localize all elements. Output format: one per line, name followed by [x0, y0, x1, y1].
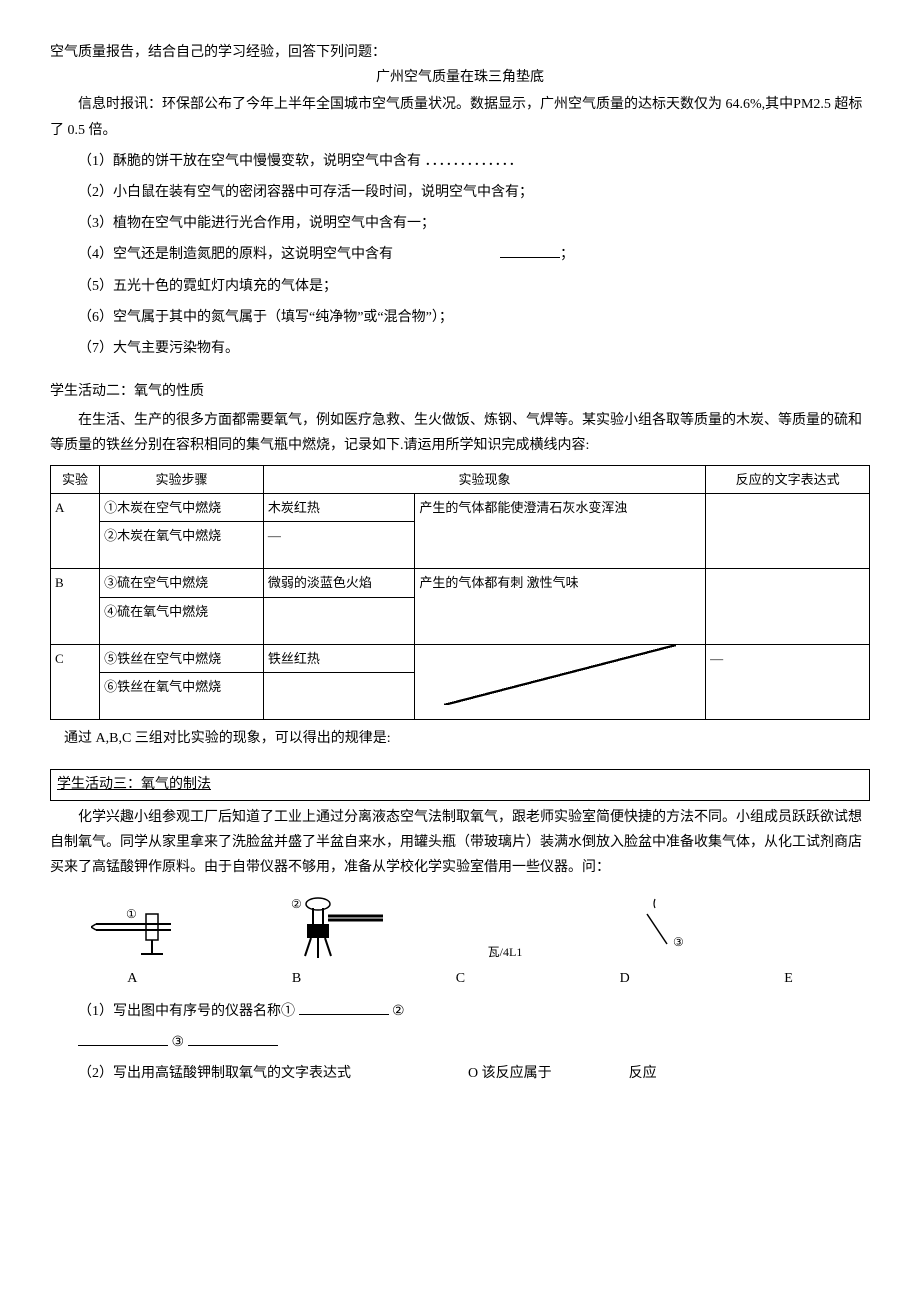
cell-c-obs6a [263, 673, 414, 720]
q-a1-pre: （1）写出图中有序号的仪器名称① [78, 1004, 295, 1019]
apparatus-d-icon: ③ [617, 894, 697, 964]
activity2-intro: 在生活、生产的很多方面都需要氧气，例如医疗急救、生火做饭、炼钢、气焊等。某实验小… [50, 408, 870, 458]
caption-c: 瓦/4L1 [475, 942, 535, 964]
cell-c-expr: — [706, 644, 870, 719]
cell-c-step5: ⑤铁丝在空气中燃烧 [100, 644, 264, 672]
cell-c-diag [415, 644, 706, 719]
question-3: （3）植物在空气中能进行光合作用，说明空气中含有一； [50, 211, 870, 236]
activity3-title: 学生活动三：氧气的制法 [57, 777, 211, 792]
question-4: （4）空气还是制造氮肥的原料，这说明空气中含有 ； [50, 242, 870, 267]
num2-label: ② [291, 897, 302, 911]
q4-blank [500, 243, 560, 258]
cell-c-step6: ⑥铁丝在氧气中燃烧 [100, 673, 264, 720]
question-7: （7）大气主要污染物有。 [50, 336, 870, 361]
cell-a-step1: ①木炭在空气中燃烧 [100, 494, 264, 522]
q-a1-mid: ② [392, 1004, 405, 1019]
apparatus-d: ③ [617, 894, 697, 964]
apparatus-row: ① ② 瓦/4L1 ③ [50, 892, 870, 964]
cell-b-obs3b: 产生的气体都有刺 激性气味 [415, 569, 706, 644]
cell-a-expr [706, 494, 870, 569]
question-2: （2）小白鼠在装有空气的密闭容器中可存活一段时间，说明空气中含有； [50, 180, 870, 205]
blank-3 [188, 1031, 278, 1046]
table-row: C ⑤铁丝在空气中燃烧 铁丝红热 — [51, 644, 870, 672]
conclusion-prompt: 通过 A,B,C 三组对比实验的现象，可以得出的规律是: [64, 726, 870, 751]
question-5: （5）五光十色的霓虹灯内填充的气体是； [50, 274, 870, 299]
label-b: B [292, 966, 301, 991]
activity3-box: 学生活动三：氧气的制法 [50, 769, 870, 800]
apparatus-a: ① [91, 904, 201, 964]
cell-a-step2: ②木炭在氧气中燃烧 [100, 522, 264, 569]
cell-c-label: C [51, 644, 100, 719]
apparatus-q1: （1）写出图中有序号的仪器名称① ② [50, 999, 870, 1024]
label-a: A [127, 966, 137, 991]
label-d: D [620, 966, 630, 991]
activity3-intro: 化学兴趣小组参观工厂后知道了工业上通过分离液态空气法制取氧气，跟老师实验室简便快… [50, 805, 870, 881]
apparatus-labels: A B C D E [50, 966, 870, 991]
activity2-title: 学生活动二：氧气的性质 [50, 379, 870, 404]
q-a2-pre: （2）写出用高锰酸钾制取氧气的文字表达式 [78, 1066, 351, 1081]
intro-line: 空气质量报告，结合自己的学习经验，回答下列问题： [50, 40, 870, 65]
news-body: 信息时报讯：环保部公布了今年上半年全国城市空气质量状况。数据显示，广州空气质量的… [50, 92, 870, 142]
question-1: （1）酥脆的饼干放在空气中慢慢变软，说明空气中含有 ．．．．．．．．．．．．． [50, 149, 870, 174]
th-exp: 实验 [51, 465, 100, 493]
th-obs: 实验现象 [263, 465, 705, 493]
q-a1-num3: ③ [172, 1035, 185, 1050]
cell-b-expr [706, 569, 870, 644]
cell-a-obs1b: 产生的气体都能使澄清石灰水变浑浊 [415, 494, 706, 569]
q-a2-end: 反应 [629, 1066, 657, 1081]
num1-label: ① [126, 907, 137, 921]
th-expr: 反应的文字表达式 [706, 465, 870, 493]
q-a2-mid: O 该反应属于 [468, 1066, 552, 1081]
apparatus-b: ② [283, 894, 393, 964]
blank-1 [299, 1000, 389, 1015]
table-header-row: 实验 实验步骤 实验现象 反应的文字表达式 [51, 465, 870, 493]
q4-post: ； [560, 247, 574, 262]
cell-b-obs4a [263, 597, 414, 644]
cell-c-obs5a: 铁丝红热 [263, 644, 414, 672]
q4-pre: （4）空气还是制造氮肥的原料，这说明空气中含有 [78, 247, 393, 262]
apparatus-a-icon: ① [91, 904, 201, 964]
th-step: 实验步骤 [100, 465, 264, 493]
cell-b-step3: ③硫在空气中燃烧 [100, 569, 264, 597]
question-6: （6）空气属于其中的氮气属于（填写“纯净物”或“混合物”）； [50, 305, 870, 330]
experiment-table: 实验 实验步骤 实验现象 反应的文字表达式 A ①木炭在空气中燃烧 木炭红热 产… [50, 465, 870, 721]
cell-b-obs3a: 微弱的淡蓝色火焰 [263, 569, 414, 597]
apparatus-q1b: ③ [78, 1030, 870, 1055]
cell-a-obs1a: 木炭红热 [263, 494, 414, 522]
cell-b-label: B [51, 569, 100, 644]
cell-b-step4: ④硫在氧气中燃烧 [100, 597, 264, 644]
label-c: C [456, 966, 465, 991]
apparatus-q2: （2）写出用高锰酸钾制取氧气的文字表达式 O 该反应属于 反应 [50, 1061, 870, 1086]
blank-2 [78, 1031, 168, 1046]
table-row: B ③硫在空气中燃烧 微弱的淡蓝色火焰 产生的气体都有刺 激性气味 [51, 569, 870, 597]
num3-label: ③ [673, 935, 684, 949]
table-row: A ①木炭在空气中燃烧 木炭红热 产生的气体都能使澄清石灰水变浑浊 [51, 494, 870, 522]
cell-a-obs2a: — [263, 522, 414, 569]
apparatus-c: 瓦/4L1 [475, 892, 535, 964]
apparatus-e [779, 904, 829, 964]
cell-a-label: A [51, 494, 100, 569]
headline: 广州空气质量在珠三角垫底 [50, 65, 870, 90]
apparatus-b-icon: ② [283, 894, 393, 964]
label-e: E [784, 966, 793, 991]
